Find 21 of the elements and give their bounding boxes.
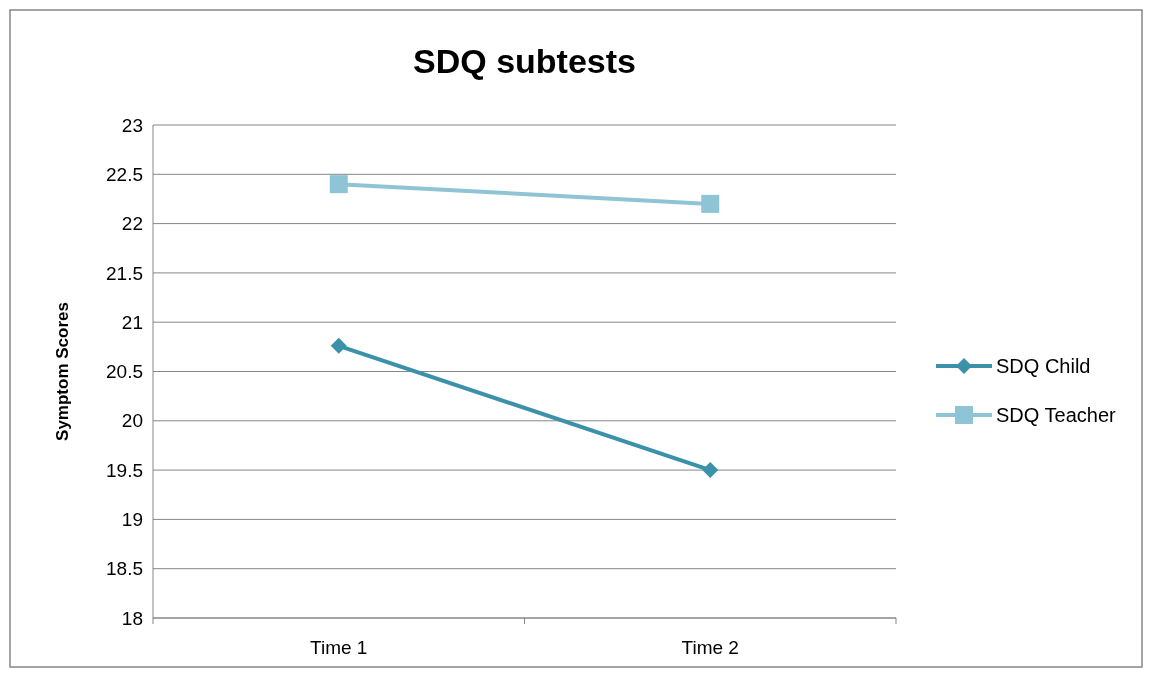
y-tick-label: 20.5 — [106, 361, 143, 383]
point — [329, 175, 348, 194]
chart-title: SDQ subtests — [413, 42, 636, 80]
y-tick-label: 19 — [121, 509, 143, 531]
y-tick-label: 21 — [121, 311, 143, 333]
y-tick-label: 18.5 — [106, 558, 143, 580]
legend-label: SDQ Child — [996, 355, 1091, 377]
y-tick-label: 21.5 — [106, 262, 143, 284]
y-tick-label: 22 — [121, 213, 143, 235]
y-tick-label: 23 — [121, 114, 143, 136]
y-tick-label: 19.5 — [106, 459, 143, 481]
point — [701, 194, 720, 213]
y-axis-title: Symptom Scores — [53, 302, 72, 441]
x-tick-label: Time 2 — [681, 637, 739, 658]
y-tick-label: 22.5 — [106, 163, 143, 185]
y-tick-label: 20 — [121, 410, 143, 432]
y-tick-label: 18 — [121, 607, 143, 629]
x-tick-label: Time 1 — [310, 637, 368, 658]
point — [702, 462, 719, 479]
point — [330, 337, 347, 354]
legend-label: SDQ Teacher — [996, 404, 1117, 426]
